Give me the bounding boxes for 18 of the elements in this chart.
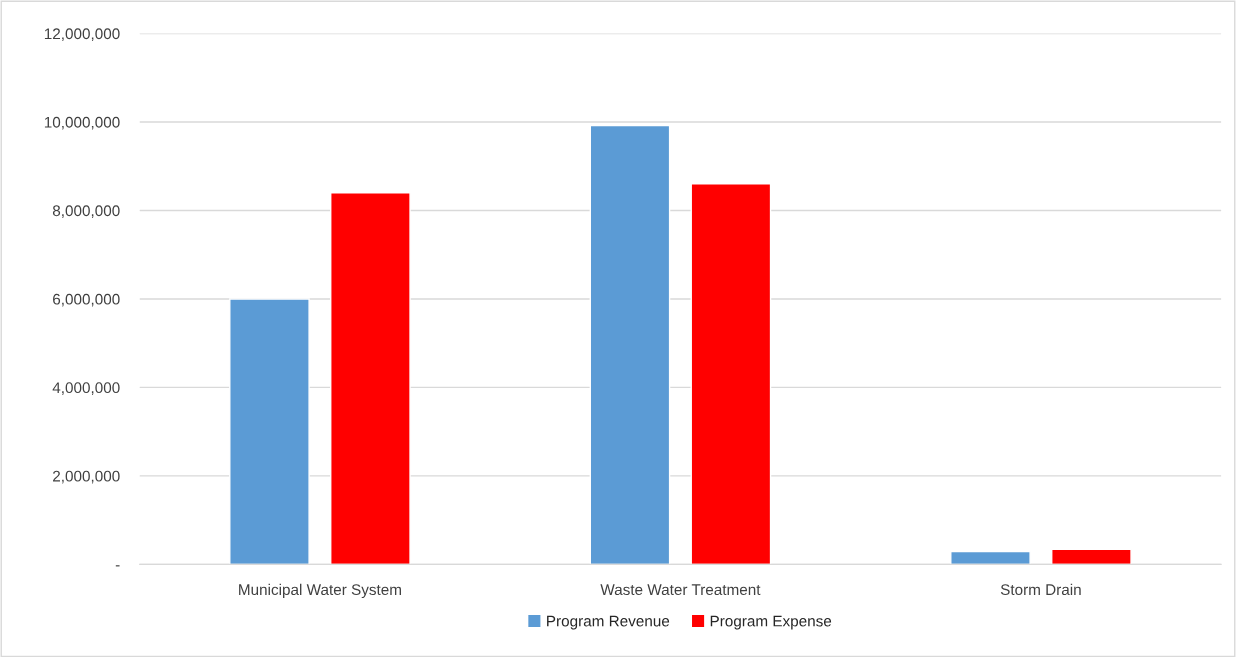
bar	[690, 183, 772, 565]
legend-label: Program Expense	[710, 615, 832, 630]
x-tick-label: Municipal Water System	[239, 583, 401, 599]
bar	[1051, 548, 1132, 565]
x-tick-label: Waste Water Treatment	[600, 584, 761, 596]
legend-label: Program Revenue	[547, 615, 670, 630]
bar	[950, 550, 1031, 565]
bar	[589, 124, 671, 565]
y-tick-label: 2,000,000	[53, 470, 120, 484]
bar	[330, 192, 411, 565]
y-tick-label: 4,000,000	[52, 382, 120, 395]
y-tick-label: 6,000,000	[53, 293, 120, 307]
bar	[229, 298, 310, 565]
x-tick-label: Storm Drain	[1000, 583, 1081, 596]
y-tick-label: -	[115, 565, 120, 567]
y-tick-label: 8,000,000	[52, 205, 120, 218]
y-tick-label: 12,000,000	[44, 28, 120, 41]
y-tick-label: 10,000,000	[44, 116, 120, 130]
